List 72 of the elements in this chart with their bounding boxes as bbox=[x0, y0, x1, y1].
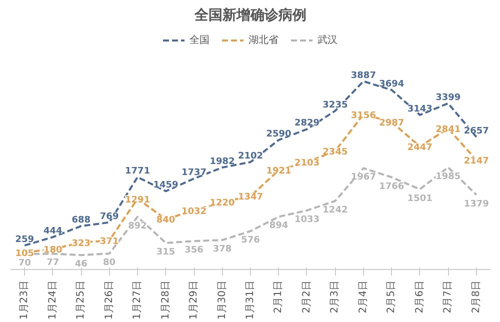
x-tick-label: 1月29日 bbox=[188, 280, 200, 320]
data-label: 371 bbox=[100, 236, 119, 247]
data-label: 1501 bbox=[407, 194, 432, 204]
data-label: 2829 bbox=[294, 118, 320, 129]
data-label: 2841 bbox=[436, 125, 461, 136]
data-label: 1220 bbox=[210, 198, 235, 208]
chart-title: 全国新增确诊病例 bbox=[194, 6, 306, 24]
x-tick-label: 2月6日 bbox=[414, 280, 426, 314]
data-label: 80 bbox=[103, 258, 116, 268]
data-label: 323 bbox=[72, 239, 90, 250]
data-label: 1032 bbox=[182, 206, 207, 217]
x-tick-label: 1月25日 bbox=[76, 280, 87, 320]
data-label: 1921 bbox=[266, 166, 292, 177]
data-label: 444 bbox=[43, 226, 62, 237]
data-label: 1982 bbox=[210, 156, 235, 167]
data-label: 1033 bbox=[294, 214, 320, 225]
data-label: 2147 bbox=[464, 156, 489, 167]
data-label: 894 bbox=[269, 221, 288, 232]
data-label: 1771 bbox=[125, 166, 150, 177]
data-label: 2987 bbox=[379, 118, 404, 129]
data-label: 3887 bbox=[350, 70, 376, 81]
x-tick-label: 2月5日 bbox=[386, 280, 398, 314]
x-tick-label: 1月30日 bbox=[216, 280, 228, 320]
data-label: 3156 bbox=[350, 110, 376, 121]
x-tick-label: 1月31日 bbox=[245, 280, 256, 320]
data-label: 1737 bbox=[182, 168, 207, 178]
x-tick-label: 2月4日 bbox=[358, 280, 369, 314]
legend-label: 全国 bbox=[190, 34, 210, 47]
x-tick-label: 1月26日 bbox=[104, 280, 115, 320]
data-label: 46 bbox=[74, 260, 88, 270]
data-label: 1347 bbox=[238, 192, 264, 203]
data-label: 892 bbox=[128, 221, 147, 232]
x-tick-label: 1月24日 bbox=[47, 280, 58, 320]
data-label: 2657 bbox=[464, 126, 489, 136]
data-label: 840 bbox=[156, 216, 176, 226]
data-label: 3399 bbox=[436, 92, 461, 103]
data-label: 2590 bbox=[266, 129, 292, 140]
x-tick-label: 1月23日 bbox=[19, 280, 30, 320]
data-label: 1985 bbox=[436, 172, 461, 182]
data-label: 1766 bbox=[379, 182, 404, 192]
data-label: 688 bbox=[72, 216, 90, 226]
data-label: 576 bbox=[241, 236, 260, 246]
data-label: 3235 bbox=[322, 100, 348, 110]
data-label: 1242 bbox=[322, 205, 348, 216]
x-tick-label: 2月2日 bbox=[301, 280, 312, 314]
data-label: 2447 bbox=[407, 142, 432, 153]
data-label: 3694 bbox=[379, 80, 404, 90]
x-tick-label: 2月1日 bbox=[273, 280, 284, 314]
data-label: 356 bbox=[184, 246, 204, 256]
data-label: 2345 bbox=[322, 148, 348, 158]
data-label: 3143 bbox=[407, 104, 432, 114]
x-tick-label: 1月27日 bbox=[132, 280, 144, 320]
data-label: 180 bbox=[43, 246, 62, 256]
x-tick-label: 2月8日 bbox=[470, 280, 482, 314]
data-label: 259 bbox=[15, 234, 34, 245]
data-label: 769 bbox=[100, 212, 119, 222]
data-label: 70 bbox=[18, 258, 31, 269]
x-tick-label: 1月28日 bbox=[160, 280, 172, 320]
legend-label: 武汉 bbox=[318, 34, 338, 47]
data-label: 2103 bbox=[294, 158, 320, 169]
legend-label: 湖北省 bbox=[248, 34, 278, 47]
data-label: 1967 bbox=[350, 172, 376, 183]
data-label: 1459 bbox=[153, 180, 178, 191]
data-label: 77 bbox=[46, 258, 60, 268]
x-tick-label: 2月7日 bbox=[442, 280, 454, 314]
data-label: 378 bbox=[212, 244, 232, 255]
data-label: 1291 bbox=[125, 195, 150, 206]
data-label: 315 bbox=[156, 247, 176, 258]
data-label: 1379 bbox=[464, 199, 489, 210]
x-tick-label: 2月3日 bbox=[330, 280, 341, 314]
data-label: 2102 bbox=[238, 152, 264, 162]
data-label: 105 bbox=[15, 248, 34, 259]
